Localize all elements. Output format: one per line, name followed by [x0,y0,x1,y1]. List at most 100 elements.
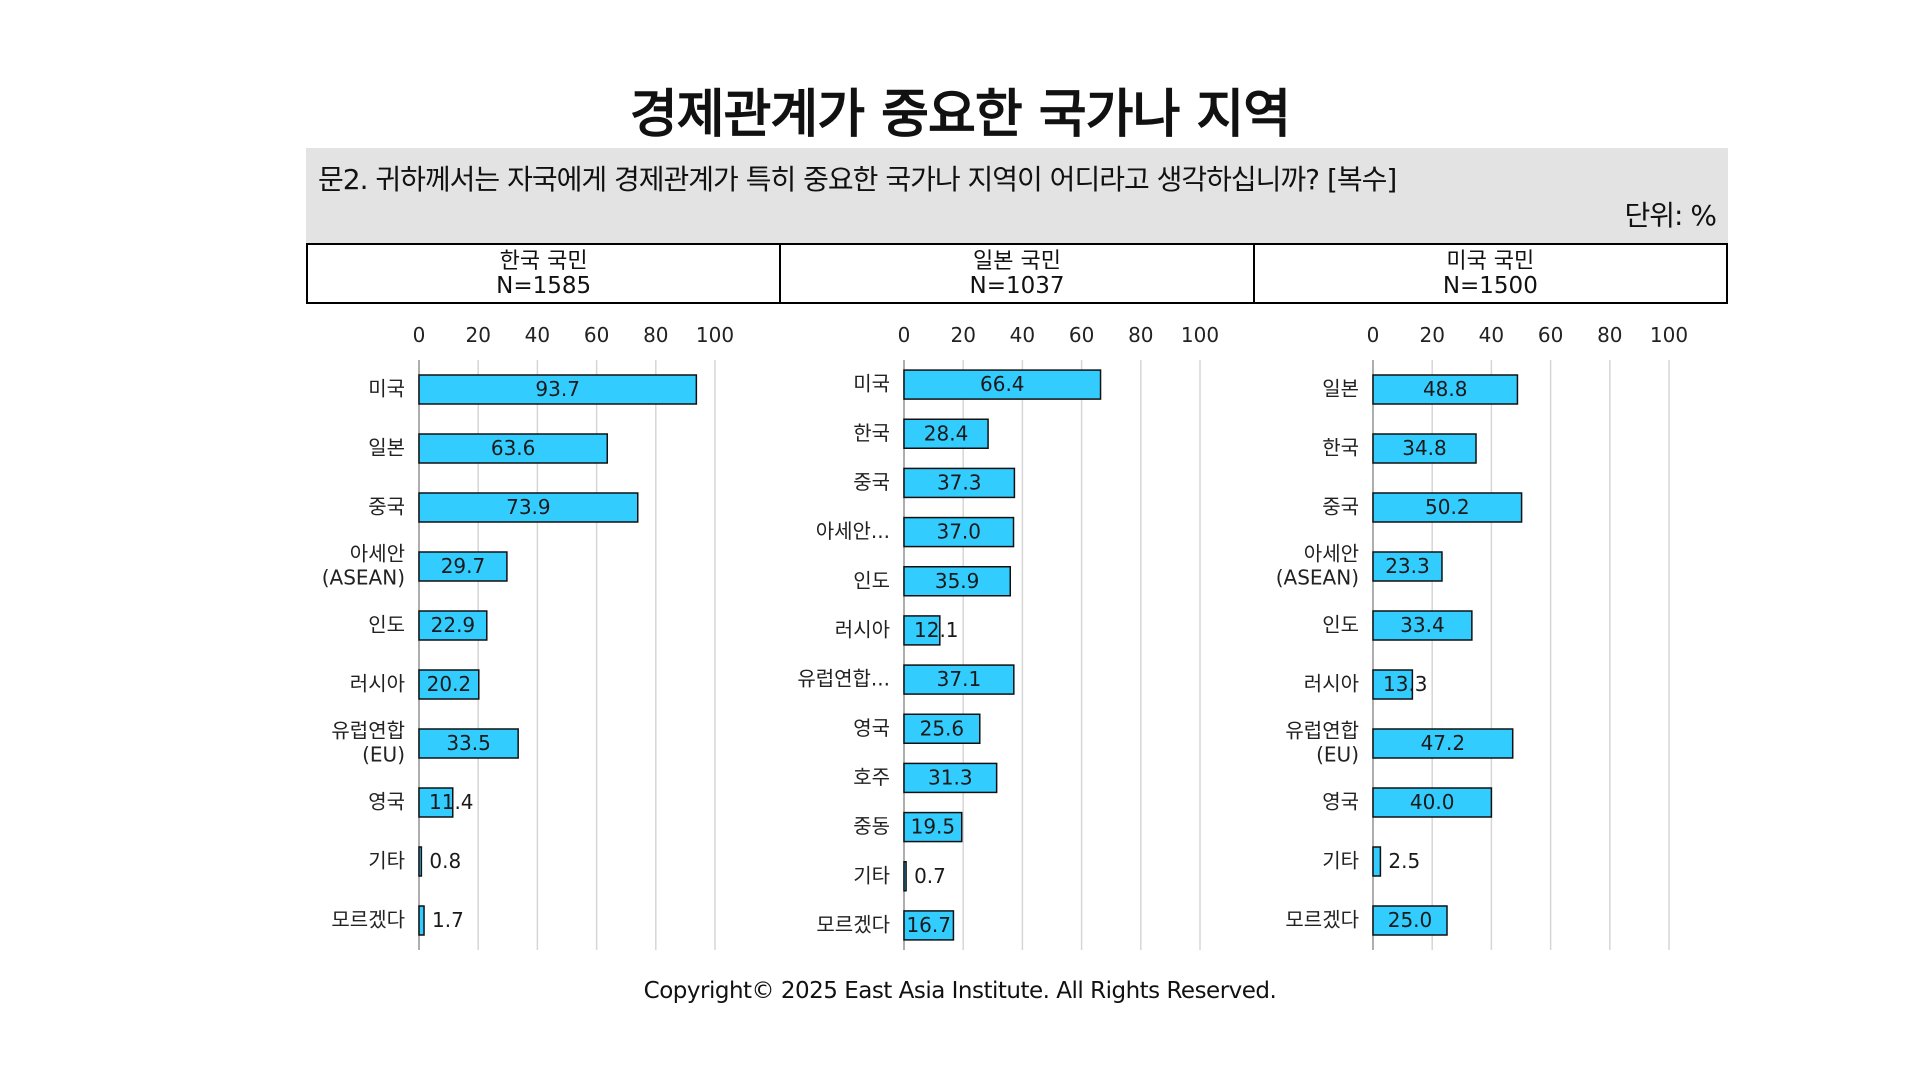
x-tick-label: 40 [1010,323,1035,347]
bar [903,615,941,646]
category-label-line: 인도 [853,568,890,592]
bar [903,467,1016,499]
data-label: 19.5 [911,815,956,839]
x-tick-label: 100 [1650,323,1688,347]
bar [418,374,698,405]
data-label: 25.0 [1388,908,1433,932]
category-label: 기타 [853,863,890,887]
category-label-line: 미국 [853,371,890,395]
bar [903,713,981,744]
category-label: 인도 [1322,612,1359,636]
category-label-line: (EU) [1316,742,1359,766]
x-tick-label: 80 [643,323,668,347]
copyright-text: Copyright© 2025 East Asia Institute. All… [643,978,1277,1004]
category-label-line: 기타 [368,848,405,872]
category-label: 호주 [853,764,890,788]
bar [418,551,508,582]
group-name: 일본 국민 [973,249,1061,274]
group-header-row: 한국 국민 N=1585 일본 국민 N=1037 미국 국민 N=1500 [306,243,1728,304]
category-label: 영국 [1322,789,1359,813]
x-tick-label: 40 [1479,323,1504,347]
x-tick-label: 100 [1181,323,1219,347]
bar [1372,787,1493,818]
bar [1372,433,1477,464]
category-label-line: 러시아 [835,617,890,641]
category-label: 모르겠다 [816,912,890,936]
data-label: 13.3 [1383,672,1428,696]
data-label: 22.9 [431,613,476,637]
category-label: 일본 [1322,376,1359,400]
data-label: 33.4 [1400,613,1445,637]
category-label-line: 모르겠다 [1285,907,1359,931]
category-label-line: 모르겠다 [331,907,405,931]
category-label-line: 아세안... [816,519,890,543]
data-label: 0.7 [914,864,946,888]
category-label-line: 일본 [1322,376,1359,400]
category-label: 영국 [368,789,405,813]
bar [1372,728,1514,759]
group-name: 미국 국민 [1446,249,1535,274]
data-label: 37.3 [937,470,982,494]
question-box: 문2. 귀하께서는 자국에게 경제관계가 특히 중요한 국가나 지역이 어디라고… [306,148,1728,243]
data-label: 40.0 [1410,790,1455,814]
data-label: 25.6 [920,716,965,740]
category-label-line: 한국 [853,420,890,444]
category-label: 아세안... [816,519,890,543]
category-label-line: (EU) [362,742,405,766]
category-label-line: 한국 [1322,435,1359,459]
data-label: 47.2 [1421,731,1466,755]
page-title: 경제관계가 중요한 국가나 지역 [629,85,1291,145]
group-header-usa: 미국 국민 N=1500 [1255,245,1726,302]
question-text: 문2. 귀하께서는 자국에게 경제관계가 특히 중요한 국가나 지역이 어디라고… [318,163,1397,196]
bar [903,566,1012,597]
category-label: 모르겠다 [331,907,405,931]
category-label: 중국 [853,469,890,493]
bar [1372,374,1519,405]
bar [418,846,423,877]
category-label-line: 기타 [1322,848,1359,872]
category-label: 미국 [368,376,405,400]
data-label: 12.1 [914,618,959,642]
category-label: 한국 [853,420,890,444]
category-label-line: 러시아 [1304,671,1359,695]
category-label-line: (ASEAN) [322,565,405,589]
x-tick-label: 60 [1069,323,1094,347]
category-label-line: 호주 [853,764,890,788]
bar [418,492,639,523]
category-label: 중동 [853,814,890,838]
bar [903,762,998,794]
category-label-line: 모르겠다 [816,912,890,936]
data-label: 50.2 [1425,495,1470,519]
group-header-japan: 일본 국민 N=1037 [781,245,1255,302]
data-label: 37.1 [937,667,982,691]
data-label: 2.5 [1388,849,1420,873]
data-label: 37.0 [936,520,981,544]
x-tick-label: 80 [1128,323,1153,347]
category-label-line: 유럽연합... [797,666,890,690]
group-sample-size: N=1585 [496,273,592,299]
category-label: 아세안 (ASEAN) [1276,541,1359,589]
category-label-line: 아세안 [1304,541,1359,565]
data-label: 29.7 [441,554,486,578]
category-label: 유럽연합 (EU) [331,718,405,766]
category-label: 러시아 [835,617,890,641]
category-label: 한국 [1322,435,1359,459]
category-label: 중국 [368,494,405,518]
x-tick-label: 100 [696,323,734,347]
x-tick-label: 20 [950,323,975,347]
x-tick-label: 20 [1419,323,1444,347]
category-label: 영국 [853,715,890,739]
x-tick-label: 80 [1597,323,1622,347]
category-label: 기타 [368,848,405,872]
category-label: 러시아 [1304,671,1359,695]
category-label-line: 중국 [368,494,405,518]
category-label-line: 러시아 [350,671,405,695]
category-label: 러시아 [350,671,405,695]
bar [903,369,1102,400]
data-label: 1.7 [432,908,464,932]
bar [418,787,454,818]
data-label: 34.8 [1402,436,1447,460]
x-tick-label: 40 [525,323,550,347]
group-name: 한국 국민 [499,249,588,274]
bar [418,728,519,759]
